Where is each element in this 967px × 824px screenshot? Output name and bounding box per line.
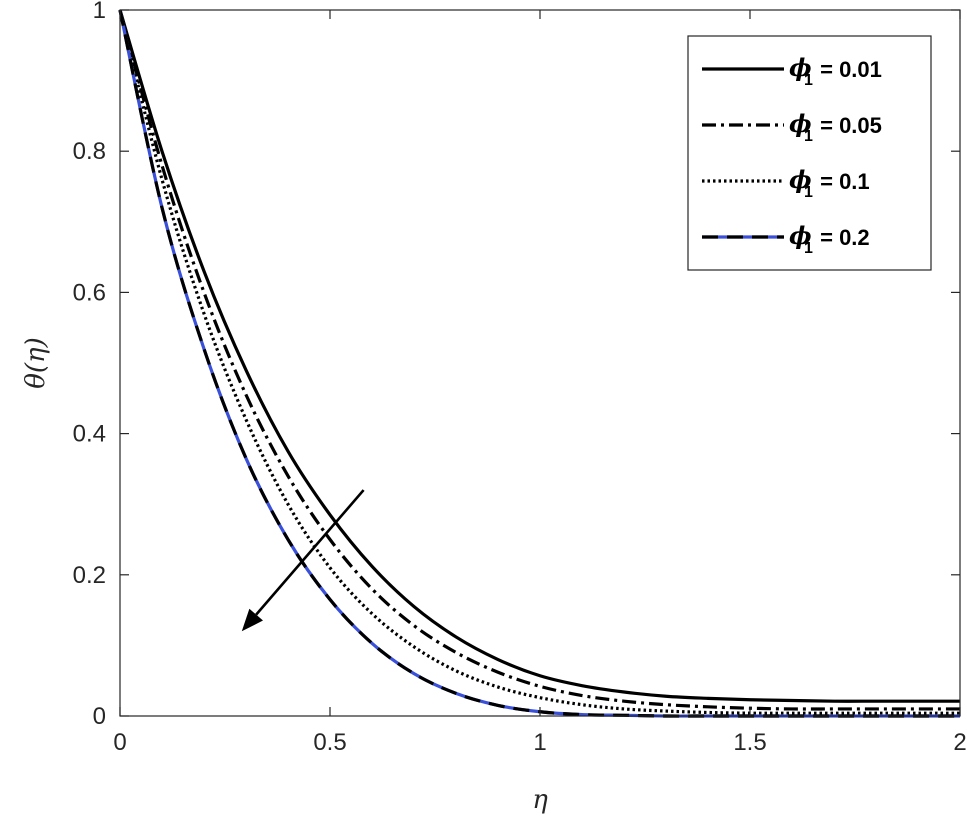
legend-item: ϕ1 = 0.1: [702, 165, 870, 201]
y-tick-label: 0.8: [73, 138, 106, 165]
legend-value: = 0.05: [814, 113, 882, 138]
arrow-shaft: [255, 489, 365, 616]
x-tick-label: 0: [113, 729, 126, 756]
legend-symbol: ϕ: [789, 109, 812, 138]
legend-symbol: ϕ: [789, 53, 812, 82]
y-tick-label: 0.2: [73, 562, 106, 589]
series-line-1: [118, 9, 960, 703]
legend-item: ϕ1 = 0.05: [702, 109, 882, 145]
legend-symbol: ϕ: [789, 165, 812, 194]
legend-subscript: 1: [804, 240, 813, 257]
legend-item: ϕ1 = 0.2: [702, 221, 870, 257]
legend-symbol: ϕ: [789, 221, 812, 250]
legend-box: [687, 35, 932, 271]
legend-value: = 0.1: [814, 169, 870, 194]
x-tick-label: 1: [533, 729, 546, 756]
y-tick-label: 0.4: [73, 421, 106, 448]
x-tick-label: 0.5: [313, 729, 346, 756]
series-line-2: [118, 9, 960, 711]
legend-subscript: 1: [804, 72, 813, 89]
legend-value: = 0.01: [814, 57, 882, 82]
y-tick-label: 0: [93, 703, 106, 730]
x-tick-label: 2: [953, 729, 966, 756]
legend-item: ϕ1 = 0.01: [702, 53, 882, 89]
y-tick-label: 0.6: [73, 279, 106, 306]
y-axis-label: θ(η): [21, 337, 51, 389]
x-tick-label: 1.5: [733, 729, 766, 756]
trend-arrow: [241, 489, 365, 632]
legend-value: = 0.2: [814, 225, 870, 250]
y-tick-label: 1: [93, 0, 106, 24]
legend-subscript: 1: [804, 128, 813, 145]
x-axis-label: η: [532, 785, 548, 815]
legend-subscript: 1: [804, 184, 813, 201]
series-line-3: [118, 9, 960, 715]
arrow-head: [241, 608, 263, 632]
ticks-layer: 0 0.5 1 1.5 2 0 0.2 0.4 0.6 0.8 1: [73, 0, 967, 756]
